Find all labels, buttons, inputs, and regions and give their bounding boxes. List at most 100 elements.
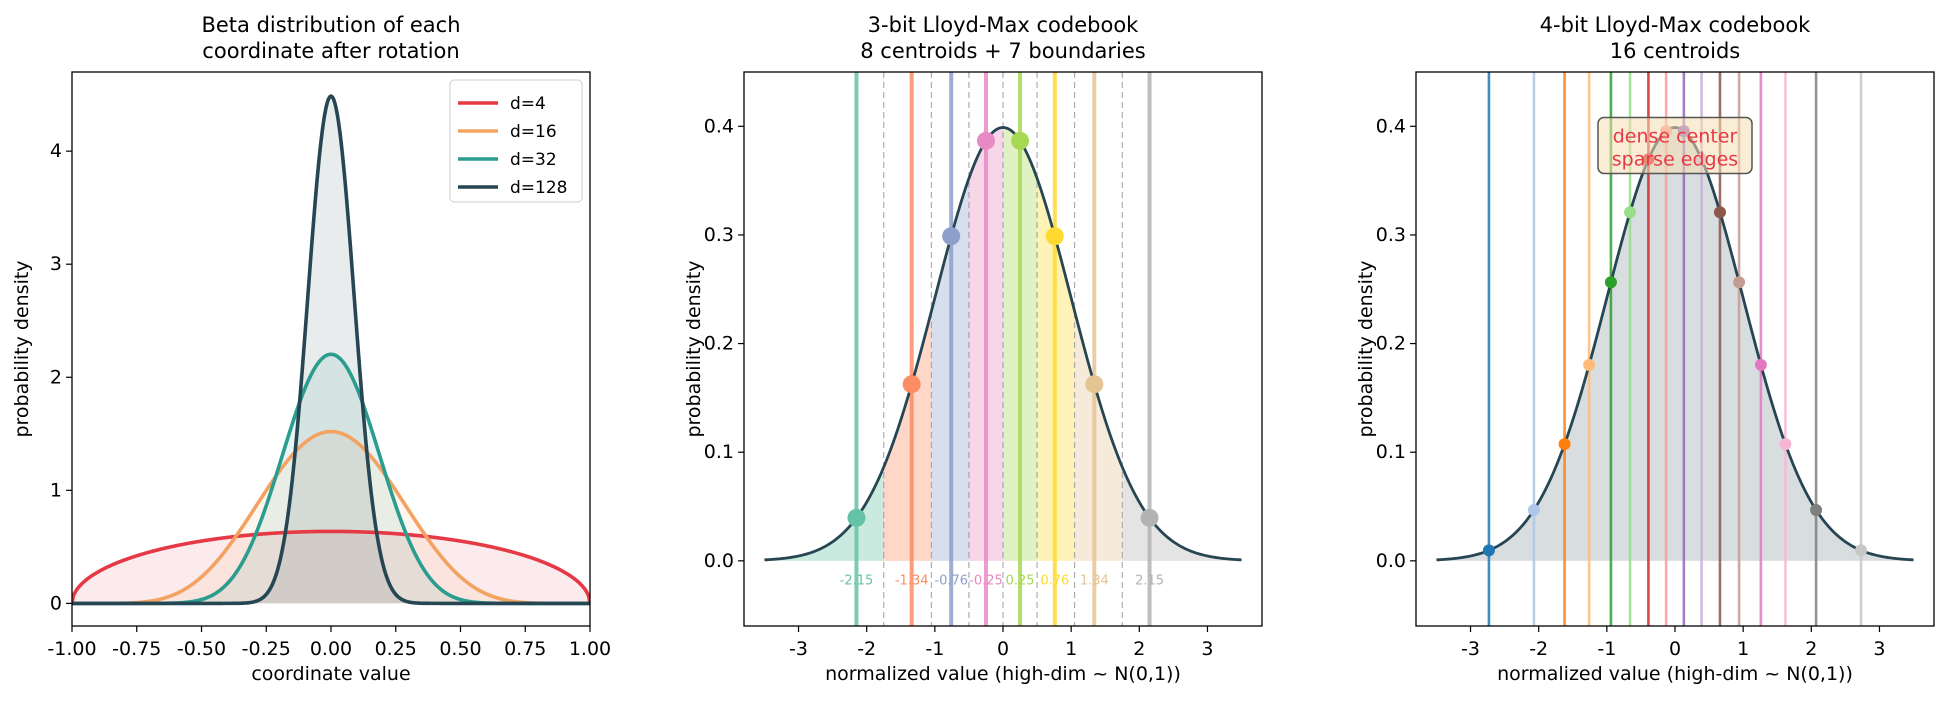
y-tick-label: 0: [50, 592, 62, 614]
annotation-text: dense center: [1613, 125, 1738, 147]
y-tick-label: 4: [50, 140, 62, 162]
plot-frame: [71, 71, 591, 627]
series-line-d16: [72, 429, 590, 606]
x-tick-label: 2: [1133, 638, 1145, 660]
region-fill: [883, 311, 932, 561]
x-tick-label: -3: [1461, 638, 1480, 660]
centroid-value-label: 1.34: [1080, 574, 1109, 589]
centroid-marker: [1527, 503, 1540, 516]
x-axis-label: coordinate value: [251, 663, 410, 685]
y-axis-label: probability density: [683, 260, 705, 437]
chart-title-line: 3-bit Lloyd-Max codebook: [868, 13, 1139, 37]
y-tick-label: 0.1: [1376, 441, 1406, 463]
annotation-box: [1597, 116, 1753, 175]
centroid-marker: [1085, 375, 1104, 394]
chart-title-line: coordinate after rotation: [202, 39, 459, 63]
y-tick-label: 0.2: [704, 333, 734, 355]
centroid-marker: [1604, 276, 1617, 289]
x-tick-label: 1.00: [569, 638, 611, 660]
centroid-marker: [1855, 544, 1868, 557]
plot-frame: [743, 71, 1263, 627]
centroid-marker: [847, 508, 866, 527]
series-fill-d32: [72, 354, 590, 604]
chart-title-line: 16 centroids: [1610, 39, 1741, 63]
series-line-d128: [72, 94, 590, 606]
centroid-marker: [1482, 544, 1495, 557]
series-line-d4: [72, 529, 590, 604]
centroid-marker: [1045, 227, 1064, 246]
x-tick-label: -0.25: [242, 638, 291, 660]
legend-box: [449, 79, 583, 203]
x-tick-label: 0.75: [504, 638, 546, 660]
x-tick-label: 0.25: [375, 638, 417, 660]
region-fill: [764, 467, 884, 561]
centroid-marker: [942, 227, 961, 246]
centroid-value-label: -2.15: [840, 574, 874, 589]
x-tick-label: -2: [1529, 638, 1548, 660]
legend-label: d=16: [510, 122, 557, 142]
centroid-marker: [976, 131, 995, 150]
x-tick-label: -1: [925, 638, 944, 660]
x-tick-label: 1: [1737, 638, 1749, 660]
centroid-marker: [1583, 358, 1596, 371]
x-tick-label: 0: [997, 638, 1009, 660]
x-tick-label: -1.00: [47, 638, 96, 660]
x-tick-label: 0: [1669, 638, 1681, 660]
x-tick-label: 2: [1805, 638, 1817, 660]
series-fill-d16: [72, 431, 590, 604]
series-fill-d128: [72, 96, 590, 604]
y-tick-label: 0.3: [704, 224, 734, 246]
x-tick-label: 0.50: [439, 638, 481, 660]
x-tick-label: -1: [1597, 638, 1616, 660]
centroid-value-label: 2.15: [1135, 574, 1164, 589]
y-tick-label: 0.1: [704, 441, 734, 463]
x-axis-label: normalized value (high-dim ~ N(0,1)): [1497, 663, 1853, 685]
lloyd-max-3bit-panel: -2.15 -1.34 -0.76 -0.25 0.25 0.76 1.34 2.15 -3 -2…: [683, 13, 1263, 685]
x-tick-label: 3: [1201, 638, 1213, 660]
centroid-value-label: 0.76: [1040, 574, 1069, 589]
y-tick-label: 1: [50, 479, 62, 501]
plot-area: [72, 94, 590, 606]
x-tick-label: -0.75: [112, 638, 161, 660]
legend-label: d=128: [510, 178, 567, 198]
centroid-marker: [1558, 438, 1571, 451]
chart-title-line: 4-bit Lloyd-Max codebook: [1540, 13, 1811, 37]
x-tick-label: -3: [789, 638, 808, 660]
y-tick-label: 0.0: [1376, 550, 1406, 572]
y-tick-label: 0.0: [704, 550, 734, 572]
centroid-marker: [1624, 206, 1637, 219]
chart-title-line: Beta distribution of each: [201, 13, 460, 37]
centroid-marker: [1754, 358, 1767, 371]
density-curve: [764, 126, 1242, 562]
y-tick-label: 0.4: [1376, 115, 1406, 137]
series-fill-d4: [72, 531, 590, 604]
region-fill: [1074, 311, 1123, 561]
plot-frame: [1415, 71, 1935, 627]
y-tick-label: 0.3: [1376, 224, 1406, 246]
density-fill: [1436, 127, 1914, 561]
y-tick-label: 0.2: [1376, 333, 1406, 355]
y-axis-label: probability density: [11, 260, 33, 437]
centroid-marker: [1810, 503, 1823, 516]
chart-title-line: 8 centroids + 7 boundaries: [860, 39, 1145, 63]
centroid-value-label: -1.34: [895, 574, 929, 589]
centroid-marker: [1713, 206, 1726, 219]
lloyd-max-4bit-panel: -3 -2 -1 0 1 2 3 0.0 0.1 0.2 0.3 0.4 normalized valu…: [1355, 13, 1935, 685]
region-fill: [1122, 467, 1242, 561]
centroid-marker: [1011, 131, 1030, 150]
y-tick-label: 0.4: [704, 115, 734, 137]
centroid-value-label: 0.25: [1006, 574, 1035, 589]
x-tick-label: 1: [1065, 638, 1077, 660]
centroid-value-label: -0.76: [934, 574, 968, 589]
centroid-marker: [1140, 508, 1159, 527]
x-tick-label: 3: [1873, 638, 1885, 660]
legend-label: d=32: [510, 150, 557, 170]
plot-area: -2.15 -1.34 -0.76 -0.25 0.25 0.76 1.34 2.15: [764, 72, 1242, 626]
centroid-marker: [1779, 438, 1792, 451]
legend-label: d=4: [510, 94, 546, 114]
y-axis-label: probability density: [1355, 260, 1377, 437]
annotation-text: sparse edges: [1612, 148, 1738, 170]
x-axis-label: normalized value (high-dim ~ N(0,1)): [825, 663, 1181, 685]
x-tick-label: -0.50: [177, 638, 226, 660]
